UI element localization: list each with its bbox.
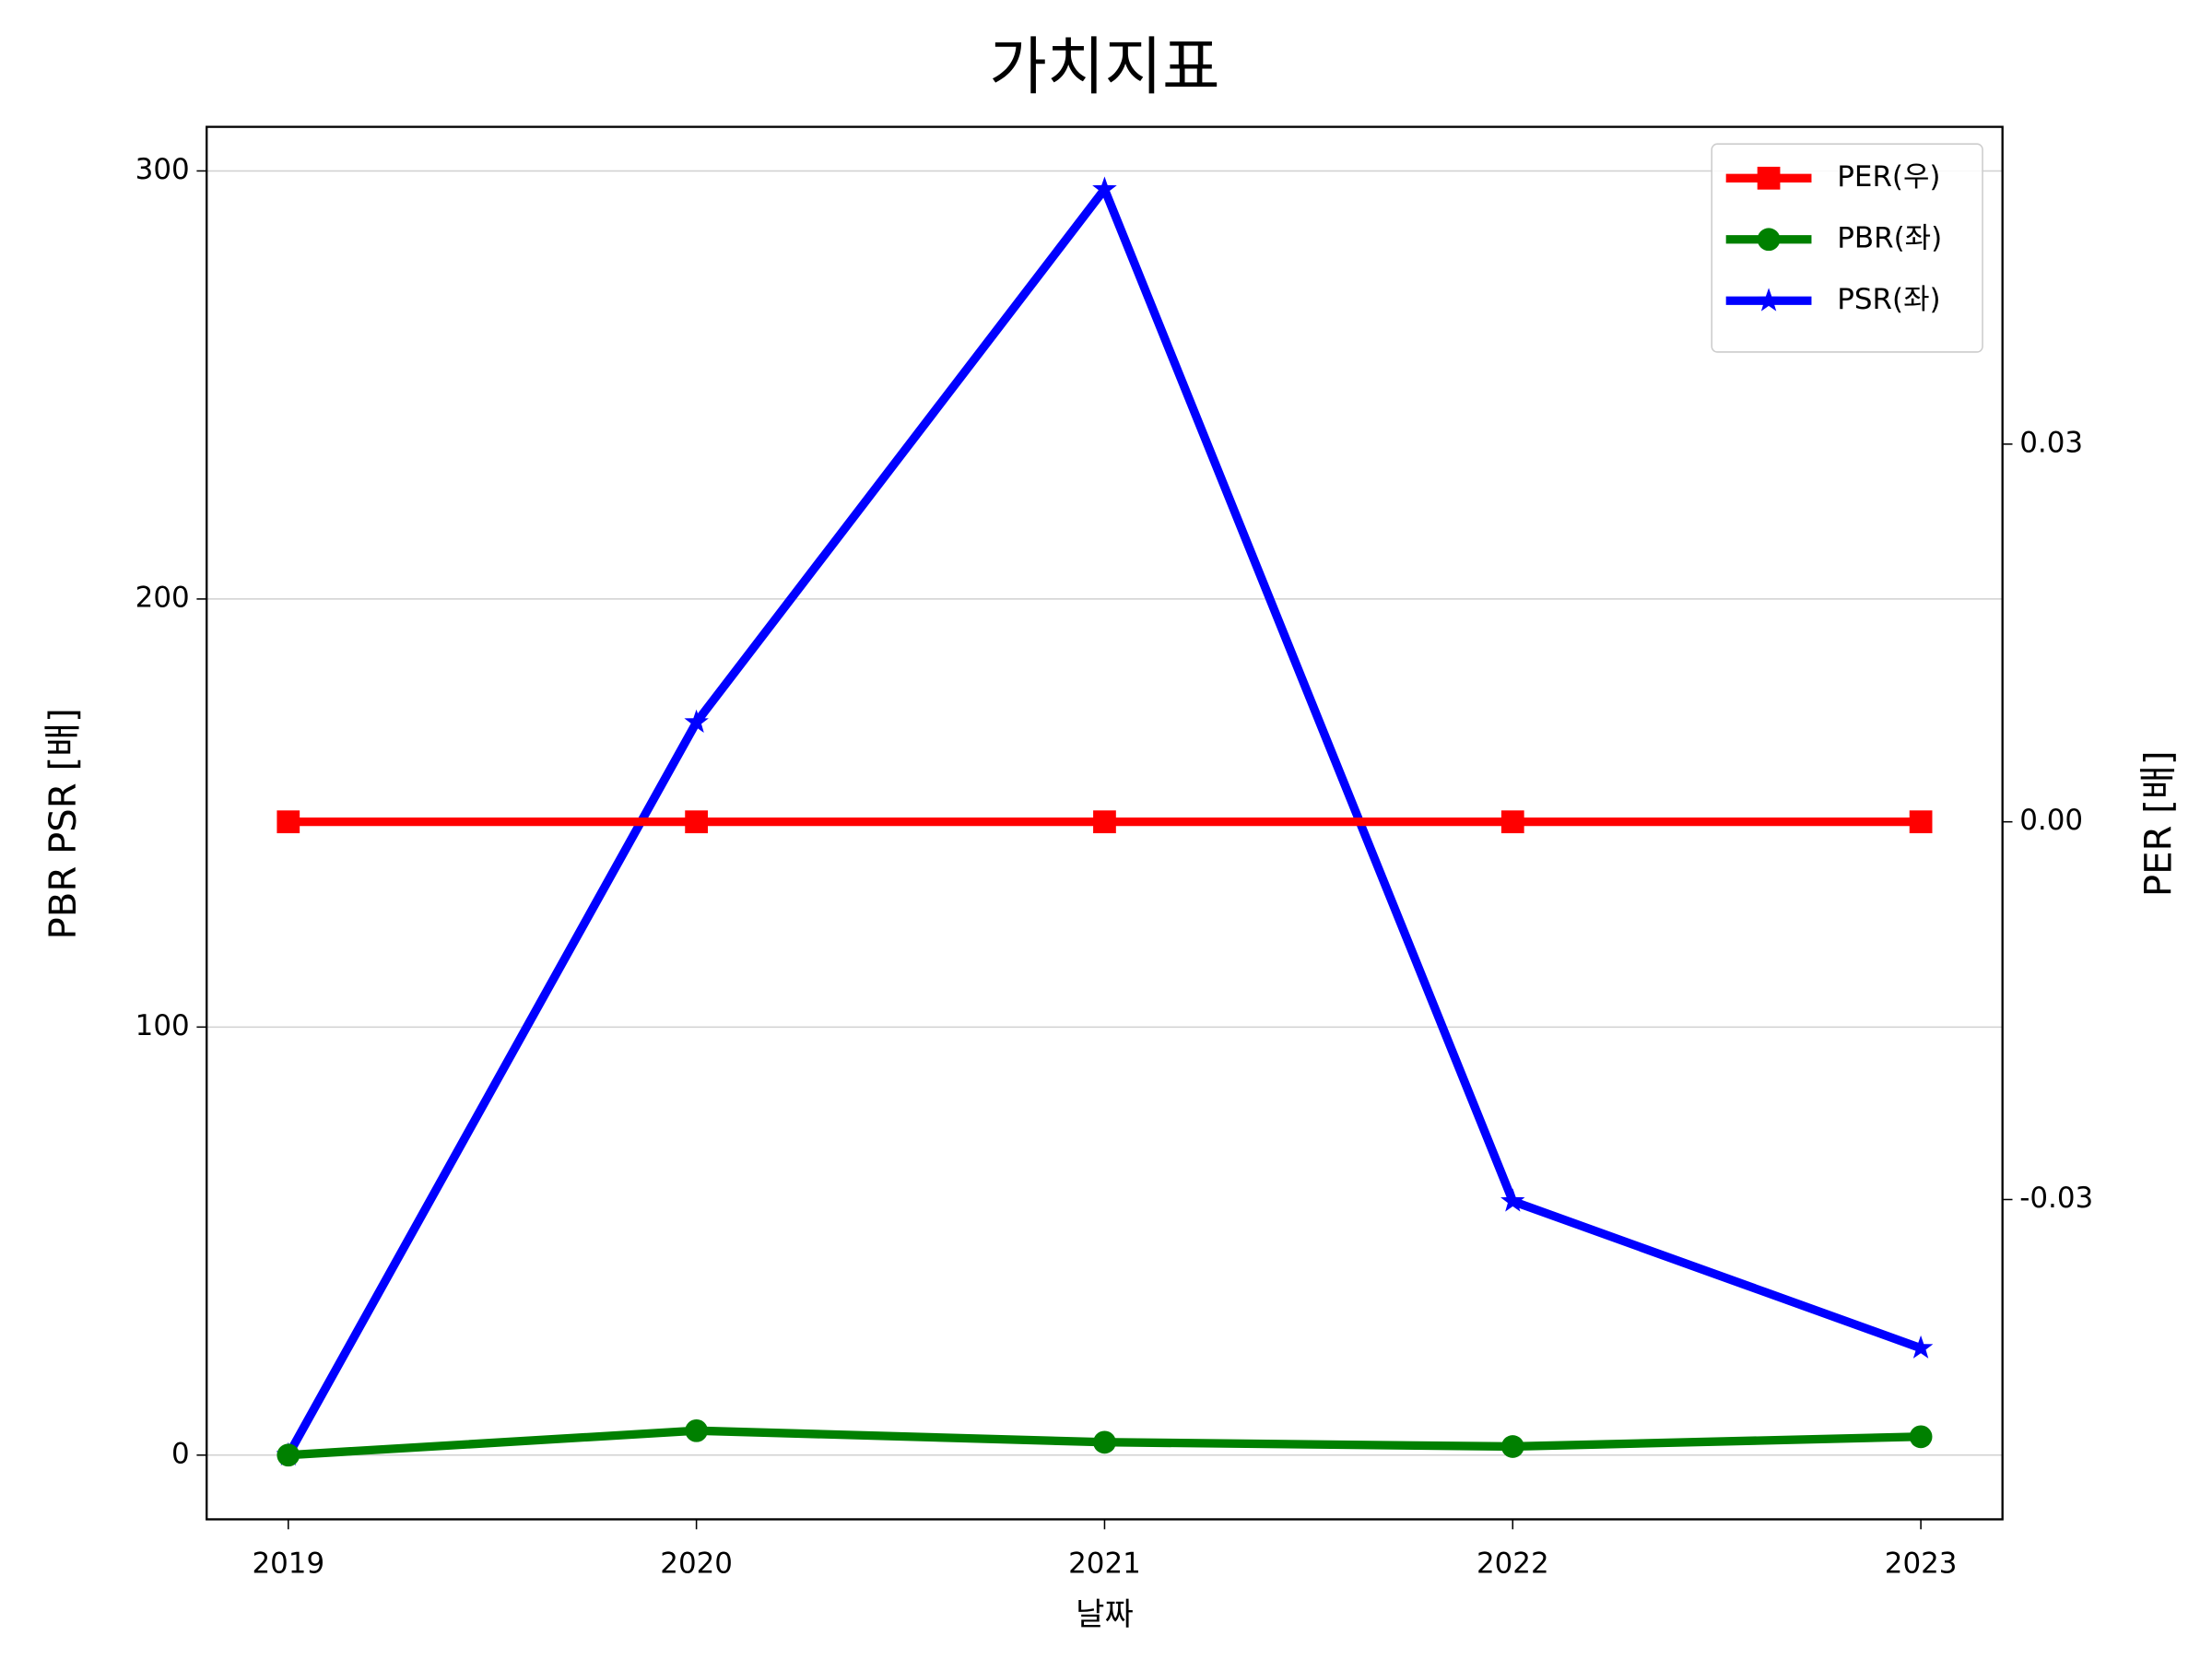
marker — [685, 1418, 708, 1442]
marker — [1500, 810, 1524, 834]
y2-tick-label: 0.03 — [2019, 426, 2083, 459]
marker — [1500, 1435, 1524, 1458]
legend-label: PBR(좌) — [1837, 221, 1942, 254]
x-tick-label: 2023 — [1885, 1547, 1958, 1580]
y-tick-label: 200 — [135, 581, 190, 614]
plot-frame — [206, 125, 2004, 1521]
legend-marker — [1757, 228, 1781, 252]
marker — [1908, 1335, 1934, 1359]
y-tick-label: 300 — [135, 153, 190, 186]
x-tick-label: 2021 — [1068, 1547, 1141, 1580]
y2-tick-label: -0.03 — [2019, 1182, 2093, 1215]
legend-marker — [1756, 288, 1782, 312]
y-tick-label: 100 — [135, 1009, 190, 1042]
legend-label: PSR(좌) — [1837, 283, 1940, 316]
x-tick-label: 2022 — [1477, 1547, 1549, 1580]
y2-axis-label: PER [배] — [2137, 750, 2180, 897]
marker — [1093, 810, 1116, 834]
legend-marker — [1757, 166, 1781, 190]
marker — [276, 1443, 300, 1467]
y-axis-label: PBR PSR [배] — [42, 708, 85, 939]
marker — [1500, 1188, 1525, 1212]
marker — [684, 709, 709, 733]
y2-tick-label: 0.00 — [2019, 804, 2083, 837]
y-tick-label: 0 — [171, 1437, 190, 1470]
marker — [685, 810, 708, 834]
chart-title: 가치지표 — [989, 31, 1219, 104]
x-axis-label: 날짜 — [1076, 1596, 1134, 1633]
x-tick-label: 2019 — [252, 1547, 324, 1580]
legend: PER(우) PBR(좌) PSR(좌) — [1711, 143, 1983, 353]
marker — [1092, 176, 1117, 200]
marker — [1093, 1430, 1116, 1454]
marker — [1909, 810, 1933, 834]
marker — [276, 810, 300, 834]
x-tick-label: 2020 — [660, 1547, 733, 1580]
legend-label: PER(우) — [1837, 160, 1940, 194]
marker — [1909, 1425, 1933, 1449]
